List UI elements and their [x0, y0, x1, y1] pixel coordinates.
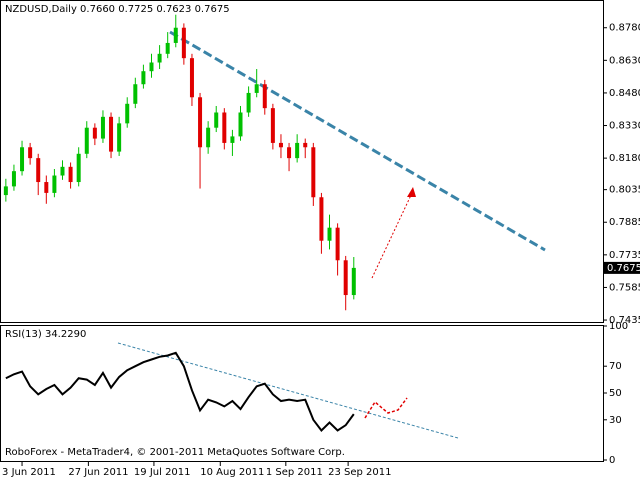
rsi-forecast [364, 397, 408, 419]
candle-body [92, 127, 97, 139]
candle-body [3, 186, 8, 196]
candle-body [238, 112, 243, 137]
candle-body [303, 142, 308, 148]
candle-body [165, 42, 170, 54]
candle-body [246, 92, 251, 113]
chart-title: NZDUSD,Daily 0.7660 0.7725 0.7623 0.7675 [5, 4, 230, 15]
candle-body [60, 166, 65, 176]
candle-body [109, 116, 114, 152]
candle-body [343, 260, 348, 296]
x-tick-label: 3 Jun 2011 [2, 467, 56, 478]
candle-body [278, 142, 283, 148]
x-tick-label: 10 Aug 2011 [200, 467, 264, 478]
trend-line [169, 30, 546, 252]
candle-body [100, 116, 105, 139]
rsi-line [5, 351, 355, 433]
candle-body [198, 97, 203, 148]
candle-body [117, 123, 122, 152]
candle-body [11, 171, 16, 187]
candle-body [262, 84, 267, 109]
candle-body [351, 267, 356, 296]
candle-body [295, 142, 300, 159]
x-tick-label: 1 Sep 2011 [266, 467, 323, 478]
candle-body [36, 158, 41, 183]
candle-body [20, 147, 25, 172]
x-tick-label: 23 Sep 2011 [328, 467, 391, 478]
candle-body [287, 147, 292, 159]
footer-note: RoboForex - MetaTrader4, © 2001-2011 Met… [5, 447, 345, 458]
y-tick-label: 0.7435 [609, 315, 640, 326]
candle-body [141, 71, 146, 85]
y-tick-label: 50 [609, 388, 622, 399]
rsi-title: RSI(13) 34.2290 [5, 329, 86, 340]
y-tick-label: 0.7885 [609, 217, 640, 228]
candle-body [319, 197, 324, 241]
candle-body [206, 127, 211, 148]
y-tick-label: 0 [609, 455, 615, 466]
y-tick-label: 30 [609, 415, 622, 426]
candle-body [230, 136, 235, 143]
candle-body [189, 58, 194, 98]
candle-body [327, 227, 332, 241]
x-tick-label: 27 Jun 2011 [68, 467, 128, 478]
candle-body [52, 175, 57, 193]
candle-body [76, 153, 81, 183]
candle-body [125, 103, 130, 124]
arrow-head [407, 187, 416, 197]
candle-body [44, 182, 49, 193]
y-tick-label: 70 [609, 361, 622, 372]
candle-body [254, 84, 259, 93]
y-tick-label: 0.8035 [609, 185, 640, 196]
y-tick-label: 100 [609, 321, 628, 332]
candle-body [335, 227, 340, 261]
candle-body [270, 108, 275, 143]
candle-body [173, 27, 178, 43]
y-tick-label: 0.7585 [609, 282, 640, 293]
current-price: 0.7675 [607, 263, 640, 274]
price-marker [604, 261, 640, 274]
candle-body [311, 147, 316, 198]
candle-body [222, 112, 227, 143]
candle-body [157, 53, 162, 63]
candle-body [68, 166, 73, 183]
candle-body [28, 147, 33, 159]
candle-body [133, 84, 138, 104]
candle-body [84, 127, 89, 154]
y-tick-label: 0.7735 [609, 250, 640, 261]
rsi-trend-line [117, 342, 459, 439]
candle-body [181, 27, 186, 59]
candle-body [149, 62, 154, 72]
price-pane [0, 0, 604, 323]
x-tick-label: 19 Jul 2011 [134, 467, 191, 478]
candle-body [214, 112, 219, 128]
